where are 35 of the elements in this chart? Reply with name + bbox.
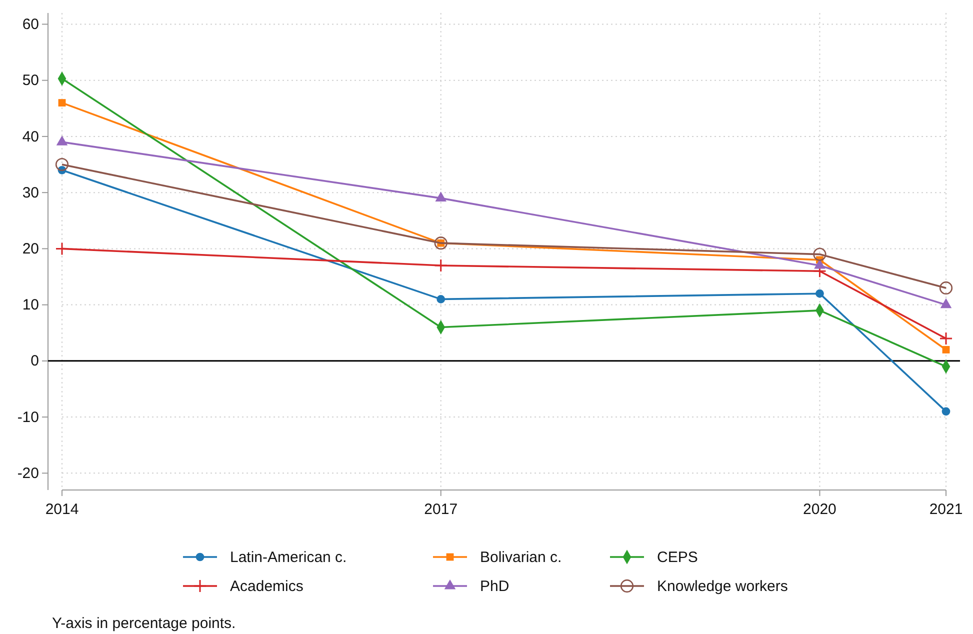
point <box>816 289 824 298</box>
x-tick-label: 2021 <box>929 501 963 518</box>
point <box>435 192 446 202</box>
x-tick-label: 2020 <box>803 501 836 518</box>
legend-label: Bolivarian c. <box>480 549 562 566</box>
point <box>434 236 448 250</box>
point <box>942 407 950 416</box>
y-tick-label: 10 <box>22 296 39 314</box>
legend-label: Latin-American c. <box>230 549 347 566</box>
legend-label: CEPS <box>657 549 698 566</box>
x-tick-label: 2017 <box>424 501 458 518</box>
y-tick-label: 40 <box>22 128 39 146</box>
point <box>939 332 953 346</box>
legend-label: Knowledge workers <box>657 578 788 595</box>
y-tick-label: 20 <box>22 240 39 258</box>
y-tick-label: -20 <box>17 464 39 482</box>
point <box>434 258 448 272</box>
point <box>814 259 826 269</box>
text: Y-axis in percentage points. <box>52 615 236 632</box>
point <box>942 346 950 354</box>
point <box>939 281 953 295</box>
point <box>940 298 952 308</box>
y-tick-label: 50 <box>22 72 39 90</box>
x-tick-label: 2014 <box>45 501 79 518</box>
point <box>813 248 826 261</box>
point <box>55 158 69 172</box>
point <box>56 136 68 146</box>
y-tick-label: 60 <box>22 16 39 34</box>
y-tick-label: -10 <box>17 408 39 426</box>
y-tick-label: 0 <box>30 352 39 370</box>
point <box>58 99 66 106</box>
legend-label: PhD <box>480 578 510 595</box>
point <box>436 295 446 304</box>
y-tick-label: 30 <box>22 184 39 202</box>
legend-label: Academics <box>230 578 304 595</box>
